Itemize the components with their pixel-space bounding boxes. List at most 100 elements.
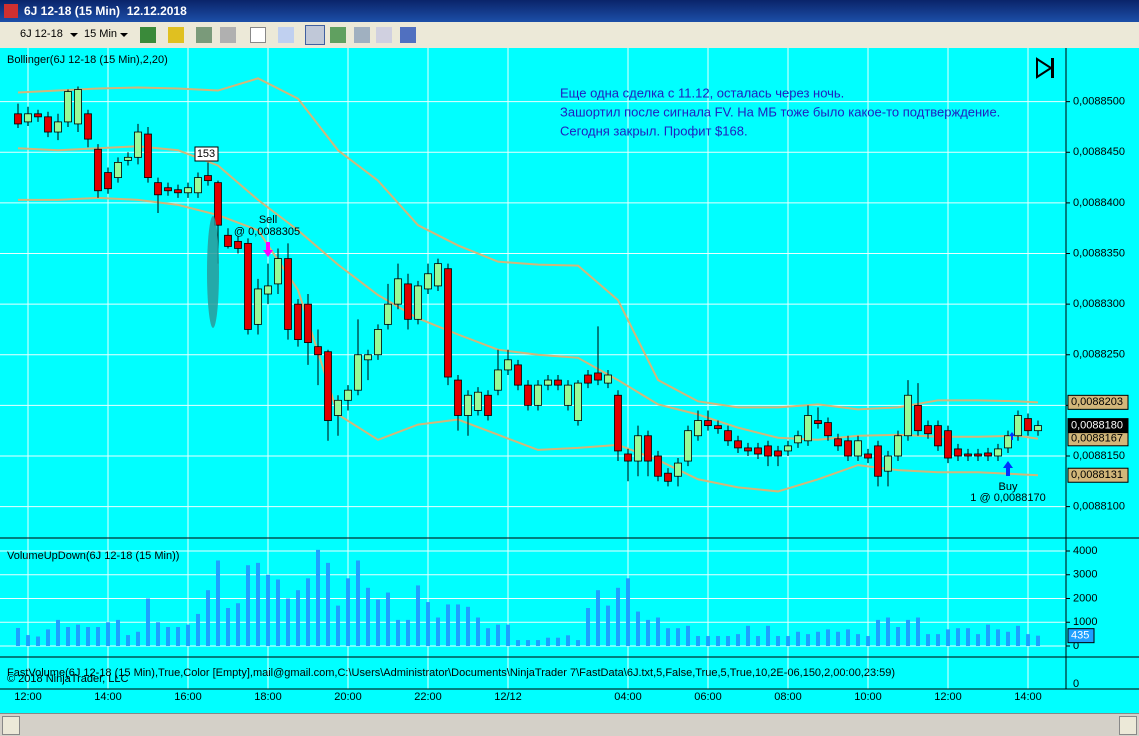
volume-bar bbox=[286, 598, 290, 647]
draw-tool-button[interactable] bbox=[168, 27, 184, 43]
volume-bar bbox=[836, 631, 840, 647]
window-button[interactable] bbox=[400, 27, 416, 43]
volume-bar bbox=[256, 562, 260, 647]
candle-body bbox=[364, 354, 372, 361]
candle-body bbox=[924, 425, 932, 435]
volume-bar bbox=[966, 628, 970, 647]
dropdown-arrow[interactable] bbox=[120, 33, 128, 41]
bar-style-button[interactable] bbox=[140, 27, 156, 43]
volume-bar bbox=[496, 624, 500, 647]
candle-body bbox=[774, 450, 782, 457]
candle-body bbox=[54, 121, 62, 133]
x-tick-label: 06:00 bbox=[694, 691, 722, 703]
volume-bar bbox=[996, 629, 1000, 647]
volume-bar bbox=[686, 625, 690, 647]
candle-body bbox=[134, 131, 142, 158]
zoom-out-button[interactable] bbox=[220, 27, 236, 43]
copyright: © 2018 NinjaTrader, LLC bbox=[7, 673, 128, 685]
volume-bar bbox=[676, 628, 680, 647]
candle-body bbox=[14, 113, 22, 125]
volume-bar bbox=[1026, 634, 1030, 647]
candle-body bbox=[594, 372, 602, 381]
volume-bar bbox=[876, 619, 880, 647]
indicators-button[interactable] bbox=[330, 27, 346, 43]
instrument-selector[interactable]: 6J 12-18 bbox=[20, 28, 63, 40]
volume-bar bbox=[326, 562, 330, 647]
candle-body bbox=[284, 258, 292, 330]
candle-body bbox=[94, 148, 102, 192]
y-tick-label: 0,0088150 bbox=[1073, 450, 1125, 462]
volume-bar bbox=[746, 625, 750, 647]
x-tick-label: 14:00 bbox=[1014, 691, 1042, 703]
volume-bar bbox=[616, 587, 620, 647]
y-tick-label: 0,0088450 bbox=[1073, 146, 1125, 158]
volume-bar bbox=[356, 560, 360, 647]
candle-body bbox=[804, 415, 812, 442]
play-icon-bar[interactable] bbox=[1051, 58, 1054, 78]
volume-bar bbox=[406, 619, 410, 647]
candle-body bbox=[84, 113, 92, 140]
template-button[interactable] bbox=[376, 27, 392, 43]
x-tick-label: 14:00 bbox=[94, 691, 122, 703]
x-tick-label: 12/12 bbox=[494, 691, 522, 703]
volume-bar bbox=[106, 622, 110, 647]
candle-body bbox=[954, 448, 962, 457]
candle-body bbox=[734, 440, 742, 449]
pointer-button[interactable] bbox=[250, 27, 266, 43]
x-tick-label: 08:00 bbox=[774, 691, 802, 703]
candle-body bbox=[614, 394, 622, 452]
price-marker bbox=[1067, 418, 1129, 434]
properties-button[interactable] bbox=[278, 27, 294, 43]
chart-background bbox=[0, 48, 1139, 713]
price-marker-label: 0,0088180 bbox=[1071, 420, 1123, 432]
volume-bar bbox=[946, 629, 950, 647]
volume-bar bbox=[856, 634, 860, 647]
bar-count: 153 bbox=[197, 148, 215, 160]
exit-arrow bbox=[1009, 432, 1015, 440]
volume-bar bbox=[696, 636, 700, 647]
volume-bar bbox=[606, 605, 610, 647]
candle-body bbox=[524, 384, 532, 406]
x-tick-label: 16:00 bbox=[174, 691, 202, 703]
chart-area: 12:00 14:00 16:00 18:00 20:00 22:00 12/12 04:00… bbox=[0, 48, 1139, 713]
toolbar: 6J 12-18 15 Min bbox=[0, 22, 1139, 49]
volume-bar bbox=[206, 590, 210, 647]
candle-body bbox=[854, 440, 862, 457]
volume-bar bbox=[436, 617, 440, 647]
price-marker-label: 0,0088203 bbox=[1071, 396, 1123, 408]
candle-body bbox=[714, 425, 722, 430]
volume-bar bbox=[776, 636, 780, 647]
y-tick-label: 0 bbox=[1073, 640, 1079, 652]
candle-body bbox=[534, 384, 542, 406]
volume-bar bbox=[886, 617, 890, 647]
period-selector[interactable]: 15 Min bbox=[84, 28, 118, 40]
volume-bar bbox=[516, 640, 520, 647]
chart-style-button[interactable] bbox=[305, 25, 325, 45]
candle-body bbox=[204, 175, 212, 182]
strategies-button[interactable] bbox=[354, 27, 370, 43]
candle-body bbox=[244, 242, 252, 330]
x-tick-label: 22:00 bbox=[414, 691, 442, 703]
scrollbar[interactable] bbox=[0, 713, 1139, 736]
volume-bar bbox=[1006, 631, 1010, 647]
zoom-button[interactable] bbox=[196, 27, 212, 43]
scroll-left[interactable] bbox=[2, 716, 20, 735]
y-tick-label: 0,0088100 bbox=[1073, 501, 1125, 513]
note-line: Зашортил после сигнала FV. На МБ тоже бы… bbox=[560, 104, 1000, 119]
volume-bar bbox=[46, 629, 50, 647]
drawn-ellipse[interactable] bbox=[207, 216, 219, 328]
play-icon[interactable] bbox=[1036, 57, 1053, 79]
dropdown-arrow[interactable] bbox=[70, 33, 78, 41]
volume-bar bbox=[536, 640, 540, 647]
play-button[interactable] bbox=[1036, 57, 1054, 79]
volume-bar bbox=[96, 627, 100, 647]
candle-body bbox=[474, 391, 482, 411]
scroll-right[interactable] bbox=[1119, 716, 1137, 735]
window-title: 6J 12-18 (15 Min) 12.12.2018 bbox=[24, 4, 187, 18]
candle-body bbox=[834, 438, 842, 447]
volume-bar bbox=[416, 585, 420, 647]
candle-body bbox=[544, 379, 552, 386]
candle-body bbox=[1004, 435, 1012, 449]
candle-body bbox=[234, 240, 242, 249]
note-line: Еще одна сделка с 11.12, осталась через … bbox=[560, 85, 844, 100]
